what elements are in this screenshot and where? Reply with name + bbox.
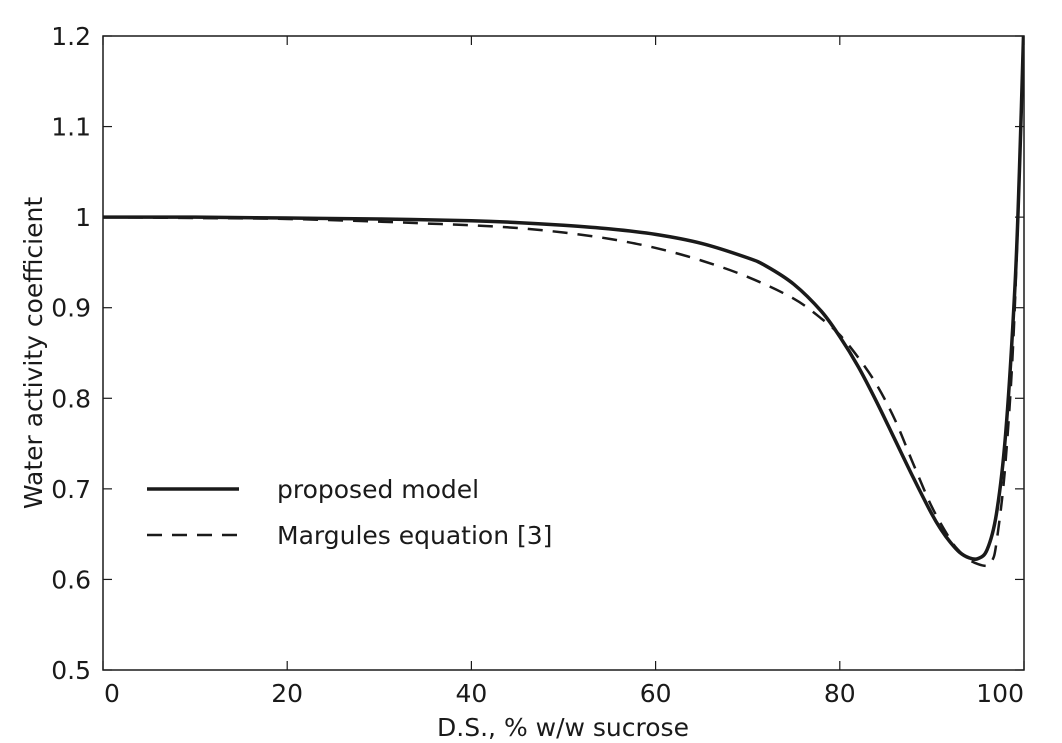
- series-layer: [103, 36, 1024, 568]
- x-tick-label: 0: [104, 679, 120, 708]
- legend-label-proposed-model: proposed model: [277, 475, 479, 504]
- y-tick-label: 0.5: [51, 656, 91, 685]
- y-tick-label: 0.7: [51, 475, 91, 504]
- tick-labels: 0 20 40 60 80 100 0.5 0.6 0.7 0.8 0.9 1 1.1 1.2: [51, 22, 1024, 708]
- y-tick-label: 1.2: [51, 22, 91, 51]
- series-line-proposed-model: [103, 36, 1024, 561]
- x-tick-label: 100: [976, 679, 1024, 708]
- series-line-margules-equation: [103, 36, 1024, 568]
- x-tick-label: 80: [824, 679, 856, 708]
- y-tick-label: 0.6: [51, 565, 91, 594]
- legend: proposed model Margules equation [3]: [147, 475, 552, 550]
- y-tick-label: 0.9: [51, 294, 91, 323]
- x-tick-label: 60: [640, 679, 672, 708]
- y-axis-title: Water activity coefficient: [19, 197, 48, 509]
- axis-ticks: [102, 35, 1025, 671]
- y-tick-label: 0.8: [51, 384, 91, 413]
- x-tick-label: 20: [271, 679, 303, 708]
- x-tick-label: 40: [455, 679, 487, 708]
- legend-label-margules-equation: Margules equation [3]: [277, 521, 552, 550]
- plot-frame: [102, 35, 1025, 671]
- y-tick-label: 1.1: [51, 113, 91, 142]
- x-axis-title: D.S., % w/w sucrose: [437, 713, 689, 742]
- y-tick-label: 1: [75, 203, 91, 232]
